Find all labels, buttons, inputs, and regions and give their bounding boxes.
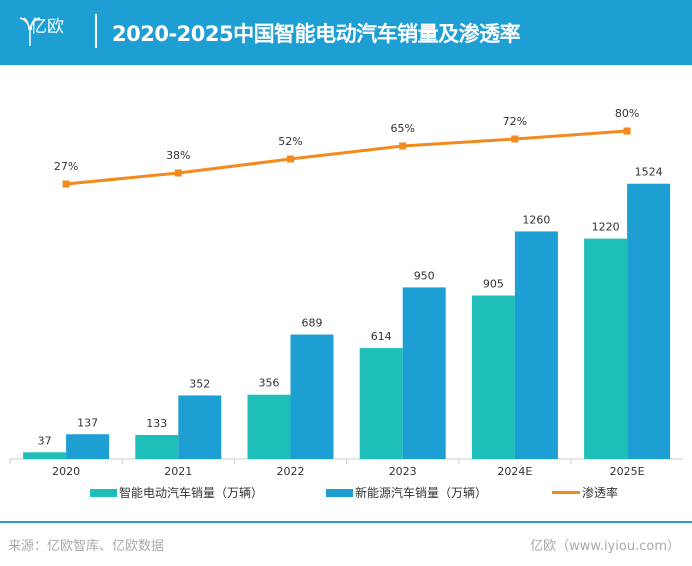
bar-data-label: 905 <box>483 278 504 291</box>
x-tick-label: 2022 <box>277 465 305 478</box>
bar-nev <box>178 395 222 459</box>
bar-nev <box>627 183 671 459</box>
bar-smart-ev <box>471 295 515 459</box>
line-data-label: 38% <box>166 149 190 162</box>
line-data-label: 65% <box>390 122 414 135</box>
page-title: 2020-2025中国智能电动汽车销量及渗透率 <box>112 22 521 46</box>
line-data-label: 72% <box>503 115 527 128</box>
legend-label: 智能电动汽车销量（万辆） <box>119 486 264 500</box>
penetration-marker <box>287 155 294 163</box>
penetration-marker <box>511 135 519 143</box>
x-tick-label: 2025E <box>610 465 645 478</box>
bar-data-label: 1220 <box>592 221 620 234</box>
bar-data-label: 356 <box>259 377 280 390</box>
penetration-marker <box>62 180 70 188</box>
bar-smart-ev <box>23 452 67 459</box>
source-text: 来源：亿欧智库、亿欧数据 <box>8 539 165 554</box>
bar-data-label: 614 <box>371 330 392 343</box>
bar-data-label: 1260 <box>522 213 550 226</box>
legend-swatch <box>326 488 353 497</box>
bar-nev <box>290 334 334 459</box>
bar-data-label: 689 <box>302 317 323 330</box>
site-text: 亿欧（www.iyiou.com） <box>530 539 680 554</box>
bar-nev <box>66 434 110 459</box>
bar-data-label: 137 <box>77 416 98 429</box>
x-tick-label: 2023 <box>389 465 417 478</box>
bar-nev <box>514 231 558 459</box>
bar-data-label: 950 <box>414 269 435 282</box>
line-data-label: 80% <box>615 107 639 120</box>
legend-item-nev: 新能源汽车销量（万辆） <box>326 484 487 501</box>
footer-divider <box>0 521 692 523</box>
chart: 2020 37 137 2021 133 352 2022 356 689 2023 614 950 2… <box>9 107 683 478</box>
logo-icon <box>19 17 41 46</box>
legend-swatch <box>90 488 117 497</box>
line-data-label: 52% <box>278 135 302 148</box>
penetration-marker <box>399 142 407 150</box>
x-tick-label: 2020 <box>52 465 80 478</box>
header: 亿欧 2020-2025中国智能电动汽车销量及渗透率 <box>0 0 692 65</box>
legend-label: 渗透率 <box>582 486 619 500</box>
logo-text: 亿欧 <box>30 17 64 37</box>
bar-data-label: 1524 <box>635 166 663 179</box>
bar-smart-ev <box>247 394 291 459</box>
bar-smart-ev <box>135 434 179 459</box>
line-data-label: 27% <box>54 160 78 173</box>
legend-item-smart-ev: 智能电动汽车销量（万辆） <box>90 484 263 501</box>
x-tick-label: 2024E <box>497 465 532 478</box>
bar-data-label: 352 <box>189 377 210 390</box>
bar-data-label: 37 <box>38 434 52 447</box>
penetration-marker <box>174 169 182 177</box>
bar-nev <box>402 287 446 459</box>
penetration-line <box>65 129 628 186</box>
legend-item-penetration: 渗透率 <box>552 484 618 501</box>
bar-data-label: 133 <box>146 417 167 430</box>
bar-smart-ev <box>584 238 628 459</box>
legend-line <box>552 491 580 494</box>
x-tick-label: 2021 <box>164 465 192 478</box>
header-divider <box>95 14 97 48</box>
legend-label: 新能源汽车销量（万辆） <box>355 486 488 500</box>
bar-smart-ev <box>359 348 403 459</box>
penetration-marker <box>623 127 631 135</box>
